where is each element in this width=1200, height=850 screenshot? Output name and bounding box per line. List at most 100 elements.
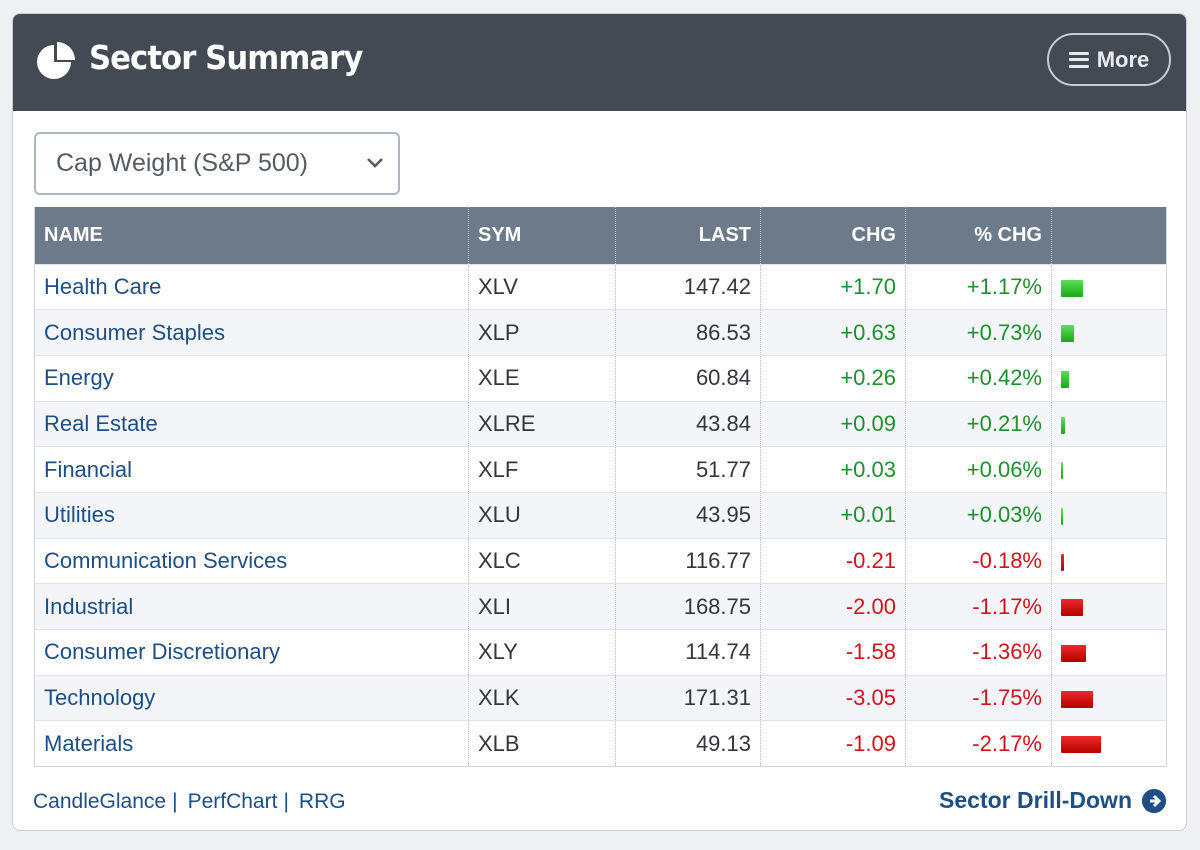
table-row: Consumer Discretionary XLY 114.74 -1.58 -1.3… — [34, 629, 1167, 676]
table-row: Communication Services XLC 116.77 -0.21 -0.1… — [34, 537, 1167, 584]
sector-pct-change: +0.06% — [905, 446, 1052, 493]
sector-name-link[interactable]: Utilities — [34, 491, 469, 539]
sector-name-link[interactable]: Real Estate — [34, 400, 469, 447]
sector-symbol: XLV — [468, 263, 616, 310]
table-row: Financial XLF 51.77 +0.03 +0.06% — [34, 446, 1167, 493]
sector-bar-cell — [1051, 674, 1167, 721]
sector-drill-down-label: Sector Drill-Down — [939, 787, 1132, 813]
sector-symbol: XLE — [468, 354, 616, 402]
sector-bar-cell — [1051, 537, 1167, 584]
column-header-name[interactable]: NAME — [34, 207, 469, 264]
sector-name-link[interactable]: Energy — [34, 354, 469, 402]
sector-pct-change: -1.17% — [905, 583, 1052, 630]
table-row: Industrial XLI 168.75 -2.00 -1.17% — [34, 583, 1167, 630]
sector-last: 171.31 — [615, 674, 761, 721]
sector-last: 51.77 — [615, 446, 761, 493]
sector-performance-bar — [1061, 279, 1083, 297]
sector-last: 43.95 — [615, 491, 761, 539]
link-separator: | — [283, 790, 289, 813]
sector-symbol: XLU — [468, 491, 616, 539]
sector-last: 60.84 — [615, 354, 761, 402]
sector-symbol: XLY — [468, 629, 616, 676]
sector-performance-bar — [1061, 599, 1083, 617]
sector-bar-cell — [1051, 491, 1167, 539]
sector-performance-bar — [1061, 736, 1101, 754]
sector-last: 86.53 — [615, 309, 761, 356]
sector-pct-change: +0.42% — [905, 354, 1052, 402]
sector-name-link[interactable]: Industrial — [34, 583, 469, 630]
sector-performance-bar — [1061, 325, 1074, 343]
sector-table: NAME SYM LAST CHG % CHG Health Care XLV 14… — [34, 207, 1167, 768]
sector-pct-change: +1.17% — [905, 263, 1052, 310]
sector-change: -3.05 — [760, 674, 906, 721]
table-header-row: NAME SYM LAST CHG % CHG — [34, 207, 1167, 264]
pie-chart-icon — [37, 42, 75, 79]
sector-drill-down-link[interactable]: Sector Drill-Down — [939, 787, 1166, 814]
sector-bar-cell — [1051, 629, 1167, 676]
column-header-bar — [1051, 207, 1167, 264]
sector-symbol: XLK — [468, 674, 616, 721]
widget-title: Sector Summary — [89, 38, 363, 77]
more-button[interactable]: More — [1047, 33, 1171, 86]
footer-links: CandleGlance | PerfChart | RRG — [33, 790, 346, 814]
sector-performance-bar — [1061, 370, 1069, 388]
sector-last: 116.77 — [615, 537, 761, 584]
sector-pct-change: +0.03% — [905, 491, 1052, 539]
sector-name-link[interactable]: Communication Services — [34, 537, 469, 584]
sector-symbol: XLC — [468, 537, 616, 584]
table-row: Materials XLB 49.13 -1.09 -2.17% — [34, 720, 1167, 767]
sector-pct-change: -1.75% — [905, 674, 1052, 721]
sector-change: -1.09 — [760, 720, 906, 767]
sector-name-link[interactable]: Financial — [34, 446, 469, 493]
sector-bar-cell — [1051, 720, 1167, 767]
weighting-select[interactable]: Cap Weight (S&P 500) — [34, 132, 400, 195]
column-header-pct-chg[interactable]: % CHG — [905, 207, 1052, 264]
candleglance-link[interactable]: CandleGlance — [33, 790, 167, 813]
sector-change: +1.70 — [760, 263, 906, 310]
sector-symbol: XLP — [468, 309, 616, 356]
sector-change: +0.01 — [760, 491, 906, 539]
sector-name-link[interactable]: Health Care — [34, 263, 469, 310]
sector-performance-bar — [1061, 507, 1063, 525]
column-header-chg[interactable]: CHG — [760, 207, 906, 264]
column-header-sym[interactable]: SYM — [468, 207, 616, 264]
sector-bar-cell — [1051, 263, 1167, 310]
sector-bar-cell — [1051, 583, 1167, 630]
sector-name-link[interactable]: Materials — [34, 720, 469, 767]
sector-symbol: XLI — [468, 583, 616, 630]
sector-pct-change: -2.17% — [905, 720, 1052, 767]
table-row: Health Care XLV 147.42 +1.70 +1.17% — [34, 263, 1167, 310]
table-row: Technology XLK 171.31 -3.05 -1.75% — [34, 674, 1167, 721]
rrg-link[interactable]: RRG — [298, 790, 346, 813]
sector-symbol: XLB — [468, 720, 616, 767]
table-row: Consumer Staples XLP 86.53 +0.63 +0.73% — [34, 309, 1167, 356]
weighting-select-value: Cap Weight (S&P 500) — [56, 149, 308, 177]
sector-symbol: XLRE — [468, 400, 616, 447]
chevron-down-icon — [367, 158, 383, 168]
link-separator: | — [172, 790, 178, 813]
column-header-last[interactable]: LAST — [615, 207, 761, 264]
sector-bar-cell — [1051, 309, 1167, 356]
more-button-label: More — [1096, 46, 1150, 72]
sector-change: -2.00 — [760, 583, 906, 630]
table-row: Energy XLE 60.84 +0.26 +0.42% — [34, 354, 1167, 402]
sector-performance-bar — [1061, 462, 1063, 480]
sector-pct-change: +0.21% — [905, 400, 1052, 447]
sector-performance-bar — [1061, 416, 1065, 434]
perfchart-link[interactable]: PerfChart — [187, 790, 278, 813]
sector-change: +0.09 — [760, 400, 906, 447]
sector-change: +0.26 — [760, 354, 906, 402]
sector-last: 114.74 — [615, 629, 761, 676]
sector-name-link[interactable]: Consumer Discretionary — [34, 629, 469, 676]
sector-change: +0.63 — [760, 309, 906, 356]
sector-last: 43.84 — [615, 400, 761, 447]
menu-icon — [1068, 51, 1089, 68]
sector-name-link[interactable]: Technology — [34, 674, 469, 721]
sector-pct-change: +0.73% — [905, 309, 1052, 356]
sector-performance-bar — [1061, 645, 1086, 663]
sector-performance-bar — [1061, 690, 1093, 708]
sector-last: 147.42 — [615, 263, 761, 310]
sector-name-link[interactable]: Consumer Staples — [34, 309, 469, 356]
sector-last: 49.13 — [615, 720, 761, 767]
sector-change: -1.58 — [760, 629, 906, 676]
